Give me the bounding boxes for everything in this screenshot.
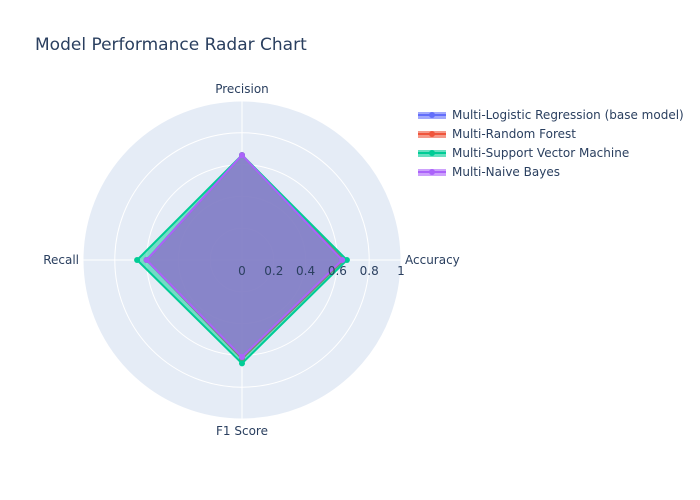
legend-item[interactable]: Multi-Logistic Regression (base model) [418,108,684,122]
legend-item[interactable]: Multi-Random Forest [418,127,576,141]
data-point[interactable] [343,257,350,263]
axis-label-accuracy: Accuracy [405,253,460,267]
angular-axis-labels: Accuracy Precision Recall F1 Score [43,82,460,438]
data-point[interactable] [239,360,245,367]
radial-tick-label: 0 [238,264,246,278]
radial-tick-label: 1 [397,264,405,278]
legend-label: Multi-Support Vector Machine [452,146,629,160]
legend-label: Multi-Random Forest [452,127,576,141]
radial-tick-labels: 0 0.2 0.4 0.6 0.8 1 [238,264,405,278]
axis-label-recall: Recall [43,253,79,267]
legend-label: Multi-Naive Bayes [452,165,560,179]
series-multi-naive-bayes [143,152,346,360]
radial-tick-label: 0.8 [360,264,379,278]
data-point[interactable] [134,257,141,263]
radial-tick-label: 0.4 [296,264,315,278]
data-point[interactable] [239,354,245,360]
axis-label-precision: Precision [215,82,269,96]
legend-label: Multi-Logistic Regression (base model) [452,108,684,122]
data-point[interactable] [339,257,346,263]
legend-marker [429,131,435,137]
data-point[interactable] [143,257,150,263]
axis-label-f1-score: F1 Score [216,424,268,438]
legend-marker [429,169,435,175]
series-layer [134,152,350,367]
radial-tick-label: 0.6 [328,264,347,278]
legend-marker [429,150,435,156]
data-point[interactable] [239,152,245,159]
radial-tick-label: 0.2 [264,264,283,278]
legend-item[interactable]: Multi-Naive Bayes [418,165,560,179]
legend-marker [429,112,435,118]
legend-item[interactable]: Multi-Support Vector Machine [418,146,629,160]
legend[interactable]: Multi-Logistic Regression (base model) Mu… [418,108,684,179]
chart-title: Model Performance Radar Chart [35,35,307,55]
